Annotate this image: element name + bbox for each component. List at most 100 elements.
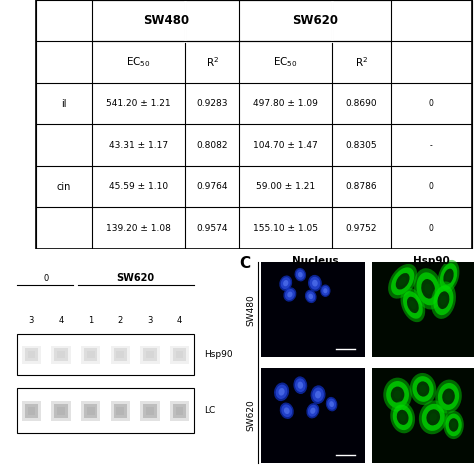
Ellipse shape (281, 277, 291, 289)
Ellipse shape (285, 289, 295, 300)
Text: EC$_{50}$: EC$_{50}$ (273, 55, 298, 69)
Text: Hsp90: Hsp90 (204, 350, 232, 359)
Ellipse shape (276, 384, 287, 399)
Bar (81, 346, 100, 364)
Ellipse shape (396, 273, 410, 290)
Text: 1: 1 (88, 317, 93, 325)
Bar (140, 346, 160, 364)
Bar (146, 351, 154, 358)
Bar (57, 351, 65, 358)
Bar (84, 404, 97, 418)
Ellipse shape (315, 391, 321, 399)
Ellipse shape (294, 268, 306, 282)
Ellipse shape (293, 376, 307, 394)
Ellipse shape (407, 297, 419, 313)
Ellipse shape (306, 291, 315, 301)
Bar (173, 348, 186, 361)
Text: 0.8786: 0.8786 (346, 182, 377, 191)
Ellipse shape (397, 410, 409, 425)
Ellipse shape (279, 275, 292, 291)
Bar (27, 351, 35, 358)
Ellipse shape (400, 413, 406, 421)
Ellipse shape (425, 283, 432, 294)
Ellipse shape (440, 263, 457, 290)
Ellipse shape (422, 404, 445, 431)
Text: LC: LC (204, 407, 215, 415)
Ellipse shape (321, 286, 329, 296)
Bar (372, 368, 474, 463)
Ellipse shape (283, 280, 288, 286)
Ellipse shape (446, 414, 462, 436)
Bar (176, 351, 183, 358)
Bar (25, 404, 38, 418)
Ellipse shape (427, 410, 440, 425)
Ellipse shape (391, 267, 414, 295)
Ellipse shape (280, 402, 294, 419)
Ellipse shape (310, 277, 320, 290)
Bar (27, 407, 35, 415)
Text: 104.70 ± 1.47: 104.70 ± 1.47 (253, 141, 318, 150)
Bar (87, 407, 94, 415)
Text: 43.31 ± 1.17: 43.31 ± 1.17 (109, 141, 168, 150)
Ellipse shape (298, 382, 303, 389)
Text: 0.9752: 0.9752 (346, 224, 377, 233)
Text: -: - (430, 141, 433, 150)
Ellipse shape (394, 391, 401, 399)
Bar (261, 263, 365, 357)
Ellipse shape (306, 403, 319, 419)
Bar (110, 346, 130, 364)
Text: Hsp90: Hsp90 (413, 255, 450, 265)
Ellipse shape (323, 288, 328, 293)
Ellipse shape (444, 411, 464, 439)
Ellipse shape (383, 378, 412, 412)
Ellipse shape (309, 294, 313, 299)
Ellipse shape (421, 279, 435, 299)
Ellipse shape (308, 405, 318, 417)
Bar (55, 404, 68, 418)
Bar (110, 401, 130, 421)
Text: 2: 2 (118, 317, 123, 325)
Text: C: C (239, 255, 250, 271)
Ellipse shape (310, 408, 316, 414)
Text: 0: 0 (429, 224, 434, 233)
Ellipse shape (438, 292, 449, 309)
Text: 155.10 ± 1.05: 155.10 ± 1.05 (253, 224, 318, 233)
Text: 0.8082: 0.8082 (196, 141, 228, 150)
Ellipse shape (403, 291, 423, 319)
Bar (22, 346, 41, 364)
Ellipse shape (390, 401, 415, 433)
Text: R$^{2}$: R$^{2}$ (355, 55, 368, 69)
Text: 0: 0 (429, 182, 434, 191)
Ellipse shape (310, 385, 326, 404)
Ellipse shape (305, 290, 317, 303)
Ellipse shape (320, 284, 330, 297)
Bar (117, 351, 124, 358)
Ellipse shape (410, 373, 437, 405)
Bar (17, 389, 194, 433)
Ellipse shape (446, 273, 451, 281)
Ellipse shape (388, 264, 417, 299)
Ellipse shape (442, 389, 455, 405)
Ellipse shape (438, 260, 459, 293)
Text: 59.00 ± 1.21: 59.00 ± 1.21 (256, 182, 315, 191)
Ellipse shape (287, 292, 292, 297)
Text: SW480: SW480 (247, 294, 255, 326)
Ellipse shape (284, 407, 290, 414)
Ellipse shape (440, 295, 447, 305)
Text: SW620: SW620 (292, 14, 338, 27)
Bar (81, 401, 100, 421)
Bar (22, 401, 41, 421)
Bar (173, 404, 186, 418)
Bar (87, 351, 94, 358)
Ellipse shape (435, 380, 462, 413)
Bar (57, 407, 65, 415)
Text: cin: cin (57, 182, 71, 191)
Ellipse shape (417, 382, 429, 397)
Ellipse shape (296, 269, 305, 280)
Bar (143, 348, 156, 361)
Text: 0: 0 (429, 99, 434, 108)
Text: 4: 4 (177, 317, 182, 325)
Ellipse shape (326, 397, 337, 411)
Text: 3: 3 (29, 317, 34, 325)
Text: 4: 4 (58, 317, 64, 325)
